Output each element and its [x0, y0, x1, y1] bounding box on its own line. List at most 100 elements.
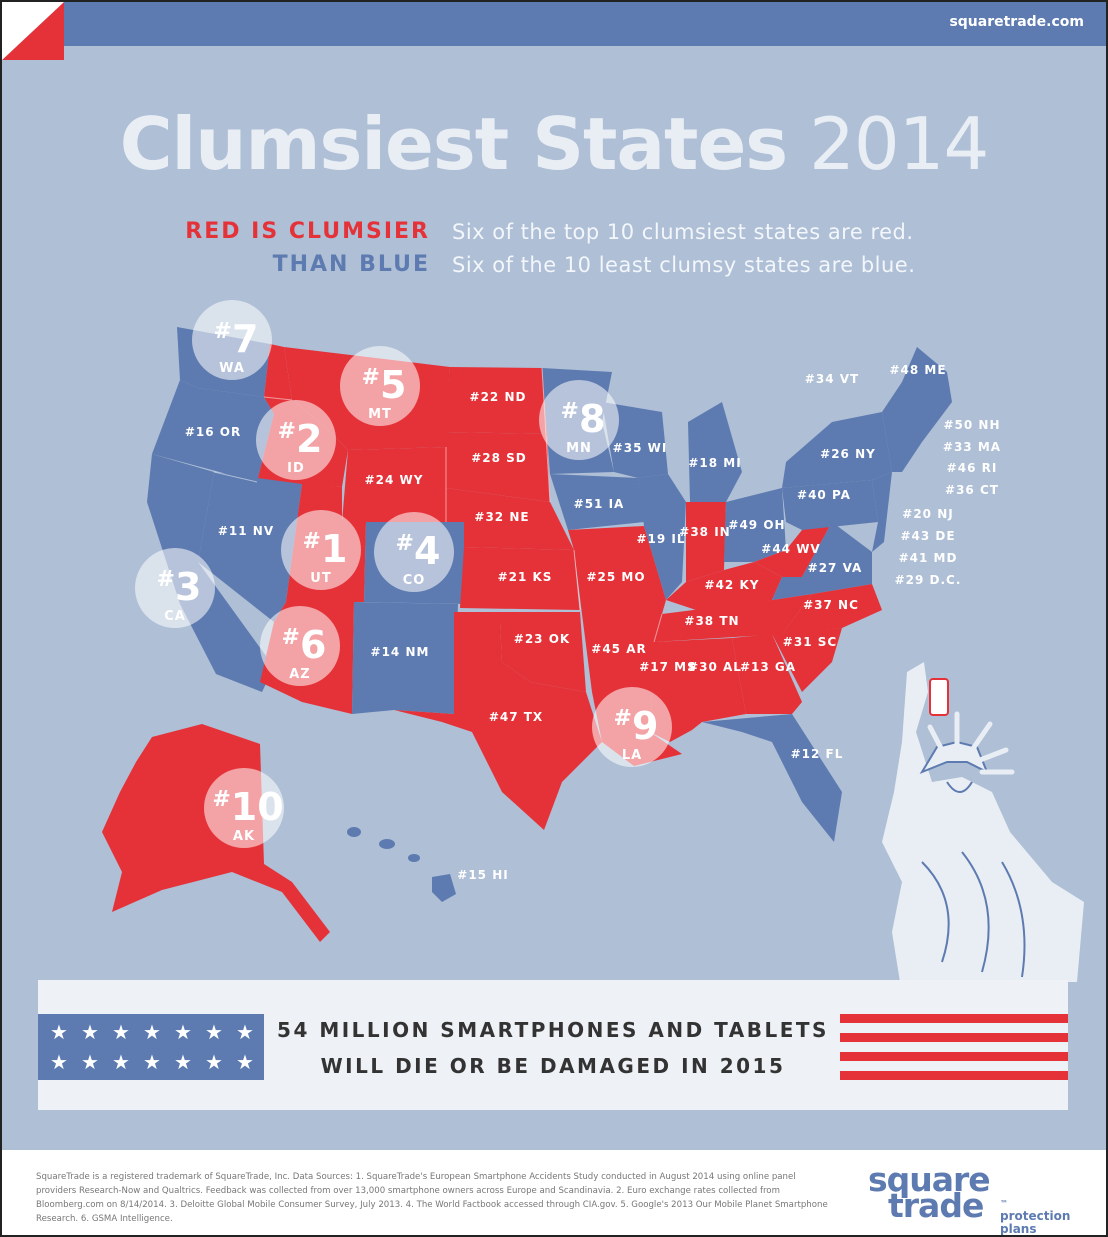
rank-number: #2 [278, 417, 323, 461]
rank-number: #3 [157, 565, 202, 609]
state-label: #44 WV [761, 542, 820, 556]
rank-state: CO [403, 573, 426, 588]
state-label: #42 KY [705, 578, 760, 592]
state-tx [394, 622, 602, 830]
state-nc [782, 584, 882, 634]
state-label: #24 WY [365, 473, 424, 487]
state-label: #31 SC [783, 635, 837, 649]
state-sc [772, 628, 842, 692]
rank-badge [340, 346, 420, 426]
title-year: 2014 [809, 102, 989, 186]
rank-badge [135, 548, 215, 628]
state-wy [342, 447, 446, 522]
state-label: #40 PA [797, 488, 851, 502]
page-title: Clumsiest States 2014 [2, 102, 1106, 186]
state-sd [446, 432, 550, 502]
rank-state: AK [233, 829, 255, 844]
state-nd [446, 367, 547, 434]
state-in [686, 502, 726, 582]
state-hi-3 [408, 854, 420, 862]
logo-tm: ™ [1000, 1199, 1008, 1208]
subtitle-blue: THAN BLUE [272, 252, 430, 277]
rank-state: UT [310, 571, 331, 586]
state-label: #49 OH [728, 518, 785, 532]
state-label: #14 NM [371, 645, 430, 659]
rank-number: #7 [214, 317, 259, 361]
rank-badge [539, 380, 619, 460]
state-nm [352, 602, 458, 714]
rank-number: #8 [561, 397, 606, 441]
logo-tag-1: protection [1000, 1209, 1071, 1223]
rank-state: WA [219, 361, 245, 376]
stars-flag-icon: ★ ★ ★ ★ ★ ★ ★ ★ ★ ★ ★ ★ ★ ★ [38, 1014, 264, 1080]
data-sources: SquareTrade is a registered trademark of… [36, 1172, 828, 1224]
state-hi-1 [347, 827, 361, 837]
state-label: #21 KS [498, 570, 553, 584]
rank-badge [192, 300, 272, 380]
stripes-flag-icon [840, 1014, 1068, 1080]
state-label: #27 VA [808, 561, 863, 575]
state-label: #30 AL [688, 660, 742, 674]
site-url[interactable]: squaretrade.com [949, 14, 1084, 30]
state-new-england [882, 347, 952, 472]
rank-state: AZ [289, 667, 311, 682]
squaretrade-logo[interactable]: square trade ™ protection plans [838, 1160, 1078, 1235]
state-label: #26 NY [820, 447, 876, 461]
state-label: #17 MS [639, 660, 697, 674]
state-al [692, 638, 746, 730]
state-label: #23 OK [514, 632, 570, 646]
state-ks [460, 547, 580, 610]
state-va [772, 522, 872, 600]
state-label: #13 GA [740, 660, 796, 674]
state-fl [702, 714, 842, 842]
rank-state: LA [622, 748, 642, 763]
state-label: #18 MI [688, 456, 741, 470]
rank-state: MN [566, 441, 592, 456]
rank-number: #10 [212, 785, 283, 829]
top-bar [2, 2, 1106, 46]
state-mid-atlantic [872, 472, 892, 552]
state-label: #12 FL [791, 747, 844, 761]
rank-number: #6 [282, 623, 327, 667]
us-map: #16 OR #11 NV #22 ND #28 SD #24 WY #32 NE #14 … [102, 300, 1084, 982]
rank-badge [281, 510, 361, 590]
state-label: #25 MO [586, 570, 645, 584]
state-label: #37 NC [803, 598, 859, 612]
corner-flag-icon [2, 2, 64, 60]
logo-square: square [868, 1160, 991, 1199]
state-ga [732, 634, 802, 714]
state-label: #51 IA [574, 497, 625, 511]
subtitle-red: RED IS CLUMSIER [185, 219, 430, 244]
state-or [152, 380, 274, 482]
state-mo [568, 526, 666, 614]
state-label: #15 HI [457, 868, 508, 882]
state-ne [446, 488, 574, 550]
state-label: #38 TN [684, 614, 739, 628]
rank-number: #5 [362, 363, 407, 407]
footer: SquareTrade is a registered trademark of… [2, 1150, 1106, 1235]
state-mi [688, 402, 742, 502]
state-label: #28 SD [471, 451, 527, 465]
title-main: Clumsiest States [119, 102, 788, 186]
state-ok [454, 612, 586, 692]
state-labels: #16 OR #11 NV #22 ND #28 SD #24 WY #32 NE #14 … [185, 390, 876, 882]
state-label-northeast: #50 NH [943, 418, 1000, 432]
state-label-northeast: #20 NJ [902, 507, 953, 521]
state-ny [782, 412, 892, 488]
state-label: #11 NV [218, 524, 274, 538]
state-label-northeast: #43 DE [900, 529, 955, 543]
bottom-banner: ★ ★ ★ ★ ★ ★ ★ ★ ★ ★ ★ ★ ★ ★ 54 MILLION SMARTPHONES A… [38, 980, 1068, 1110]
rank-badge [260, 606, 340, 686]
banner-line-1: 54 MILLION SMARTPHONES AND TABLETS [277, 1018, 829, 1042]
rank-badge [256, 400, 336, 480]
state-ar [582, 614, 662, 692]
state-label: #16 OR [185, 425, 241, 439]
state-nv [198, 472, 302, 622]
state-hi-2 [379, 839, 395, 849]
state-label: #32 NE [474, 510, 529, 524]
state-wv [754, 522, 832, 577]
state-label: #38 IN [679, 525, 730, 539]
state-il [638, 474, 686, 600]
state-tn [654, 594, 812, 642]
